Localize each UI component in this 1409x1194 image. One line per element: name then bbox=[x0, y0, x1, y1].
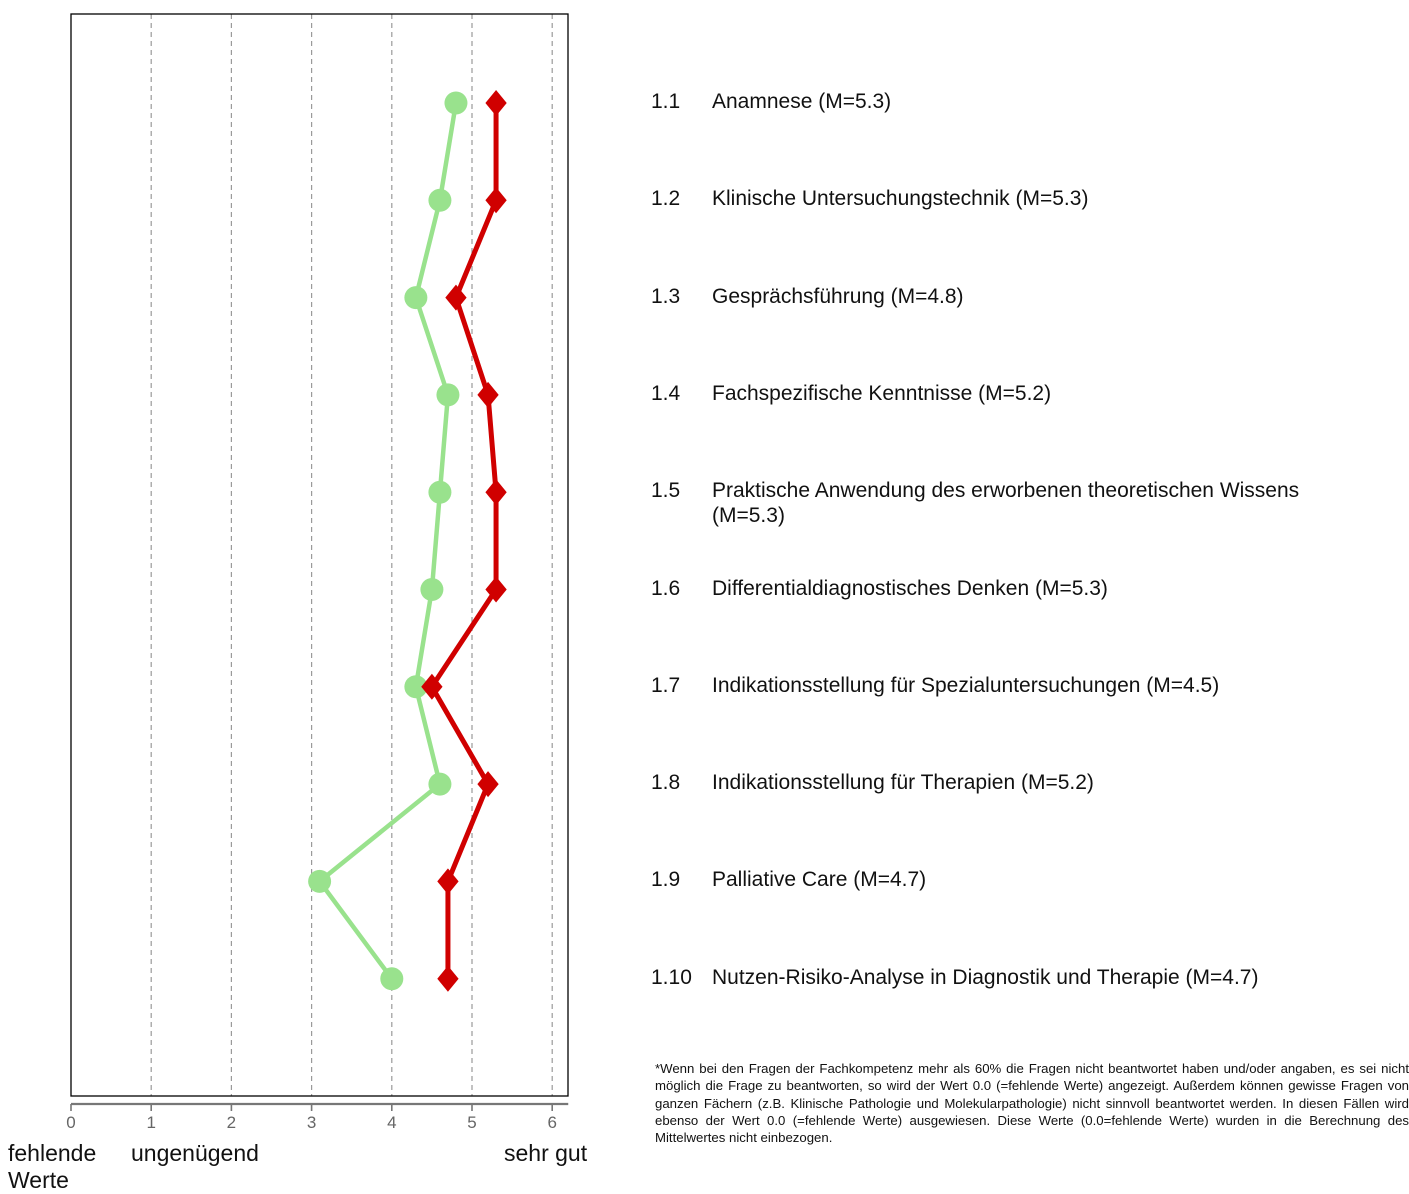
series-line-1 bbox=[317, 102, 459, 981]
series-point-2 bbox=[421, 673, 443, 700]
item-label: 1.7 Indikationsstellung für Spezialunters… bbox=[651, 673, 1409, 698]
item-text: Gesprächsführung (M=4.8) bbox=[712, 284, 964, 308]
scale-label-insufficient: ungenügend bbox=[131, 1140, 259, 1166]
x-tick-label: 4 bbox=[387, 1113, 396, 1132]
series-layer bbox=[308, 90, 507, 992]
series-point-2 bbox=[485, 576, 507, 603]
x-tick-label: 3 bbox=[307, 1113, 316, 1132]
item-number: 1.10 bbox=[651, 965, 692, 989]
item-label: 1.4 Fachspezifische Kenntnisse (M=5.2) bbox=[651, 381, 1409, 406]
item-text: Indikationsstellung für Therapien (M=5.2… bbox=[712, 771, 1094, 795]
item-label: 1.10 Nutzen-Risiko-Analyse in Diagnostik … bbox=[651, 965, 1409, 990]
x-axis: 0 1 2 3 4 5 6 bbox=[66, 1102, 569, 1132]
item-label: 1.1 Anamnese (M=5.3) bbox=[651, 89, 1409, 114]
item-number: 1.7 bbox=[651, 673, 681, 697]
series-point-2 bbox=[437, 868, 459, 895]
series-point-2 bbox=[445, 284, 467, 311]
item-number: 1.9 bbox=[651, 868, 681, 892]
series-point-1 bbox=[444, 91, 468, 115]
scale-label-missing: fehlende Werte bbox=[8, 1140, 97, 1193]
item-text: Nutzen-Risiko-Analyse in Diagnostik und … bbox=[712, 965, 1259, 989]
item-number: 1.3 bbox=[651, 284, 681, 308]
plot-frame bbox=[70, 13, 569, 1097]
item-text: Klinische Untersuchungstechnik (M=5.3) bbox=[712, 187, 1089, 211]
series-point-1 bbox=[420, 578, 444, 601]
item-label: 1.9 Palliative Care (M=4.7) bbox=[651, 867, 1409, 892]
x-tick-label: 0 bbox=[66, 1113, 75, 1132]
series-point-2 bbox=[485, 187, 507, 214]
series-point-2 bbox=[485, 479, 507, 506]
item-text: Anamnese (M=5.3) bbox=[712, 90, 892, 113]
series-point-1 bbox=[436, 383, 460, 407]
series-point-1 bbox=[428, 188, 452, 212]
profile-chart: 0 1 2 3 4 5 6 bbox=[66, 13, 569, 1132]
series-point-1 bbox=[428, 480, 452, 504]
footnote: *Wenn bei den Fragen der Fachkompetenz m… bbox=[655, 1061, 1409, 1146]
series-point-1 bbox=[404, 286, 428, 310]
item-text: Fachspezifische Kenntnisse (M=5.2) bbox=[712, 381, 1052, 405]
item-label: 1.6 Differentialdiagnostisches Denken (M=… bbox=[651, 576, 1409, 601]
item-text: Palliative Care (M=4.7) bbox=[712, 868, 927, 892]
series-point-2 bbox=[477, 771, 499, 798]
x-tick-label: 6 bbox=[547, 1113, 556, 1132]
item-text: Indikationsstellung für Spezialuntersuch… bbox=[712, 673, 1220, 697]
scale-label-very-good: sehr gut bbox=[504, 1140, 588, 1166]
series-point-2 bbox=[477, 381, 499, 408]
series-point-1 bbox=[380, 967, 404, 991]
item-number: 1.4 bbox=[651, 381, 681, 405]
series-point-2 bbox=[437, 965, 459, 992]
item-label: 1.3 Gesprächsführung (M=4.8) bbox=[651, 284, 1409, 309]
item-text: Praktische Anwendung des erworbenen theo… bbox=[712, 479, 1300, 528]
item-number: 1.2 bbox=[651, 187, 681, 211]
series-point-1 bbox=[308, 869, 332, 893]
series-point-1 bbox=[404, 675, 428, 699]
series-point-2 bbox=[485, 90, 507, 116]
item-number: 1.1 bbox=[651, 90, 681, 113]
x-tick-label: 2 bbox=[227, 1113, 236, 1132]
item-number: 1.8 bbox=[651, 771, 681, 795]
x-tick-label: 1 bbox=[146, 1113, 155, 1132]
grid-lines bbox=[150, 14, 553, 1096]
item-number: 1.6 bbox=[651, 576, 681, 600]
item-label: 1.5 Praktische Anwendung des erworbenen t… bbox=[651, 478, 1409, 528]
item-label: 1.8 Indikationsstellung für Therapien (M=… bbox=[651, 770, 1409, 795]
series-point-1 bbox=[428, 772, 452, 796]
x-tick-label: 5 bbox=[467, 1113, 476, 1132]
item-text: Differentialdiagnostisches Denken (M=5.3… bbox=[712, 576, 1108, 600]
item-number: 1.5 bbox=[651, 479, 681, 503]
item-label: 1.2 Klinische Untersuchungstechnik (M=5.3… bbox=[651, 186, 1409, 211]
series-line-2 bbox=[429, 103, 499, 979]
